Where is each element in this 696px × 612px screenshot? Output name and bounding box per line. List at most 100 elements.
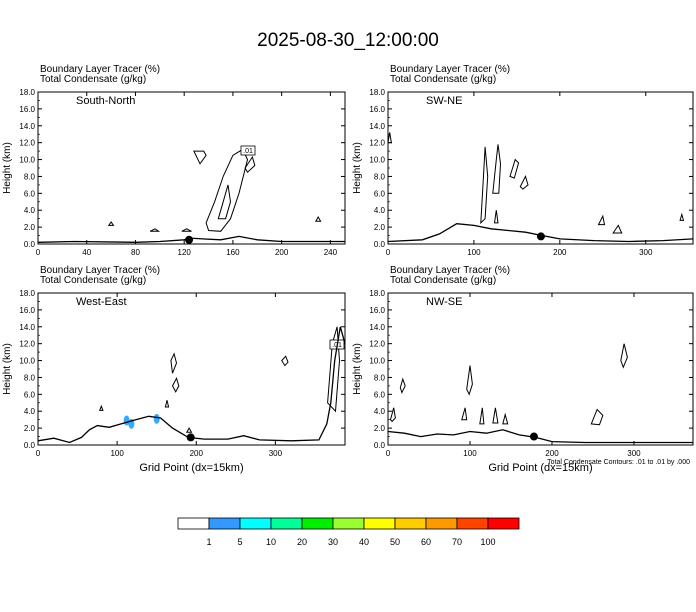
terrain-line: [387, 429, 693, 444]
x-axis-label: Grid Point (dx=15km): [139, 462, 243, 474]
condensate-contour: [281, 355, 289, 367]
terrain-line: [37, 235, 345, 243]
x-tick-label: 0: [386, 449, 391, 458]
colorbar-label: 60: [421, 537, 431, 547]
x-tick-label: 200: [190, 449, 204, 458]
y-tick-label: 0.0: [24, 441, 36, 450]
y-tick-label: 14.0: [19, 122, 35, 131]
panel-label: NW-SE: [426, 296, 462, 308]
condensate-contour: [492, 144, 502, 194]
colorbar-label: 20: [297, 537, 307, 547]
y-tick-label: 14.0: [369, 323, 385, 332]
x-tick-label: 0: [386, 248, 391, 257]
x-tick-label: 300: [269, 449, 283, 458]
y-tick-label: 14.0: [369, 122, 385, 131]
y-tick-label: 2.0: [24, 223, 36, 232]
terrain-line: [37, 326, 346, 444]
condensate-contour: [597, 214, 606, 226]
y-tick-label: 16.0: [19, 105, 35, 114]
plot-frame: [387, 91, 694, 245]
location-marker: [536, 232, 545, 241]
colorbar-label: 10: [266, 537, 276, 547]
terrain-line: [387, 223, 694, 243]
panel-header-line1: Boundary Layer Tracer (%): [40, 64, 160, 75]
colorbar-swatch: [177, 517, 210, 530]
y-tick-label: 0.0: [24, 240, 36, 249]
condensate-contour: [98, 404, 104, 411]
y-tick-label: 10.0: [19, 156, 35, 165]
condensate-contour: [679, 212, 685, 221]
colorbar-label: 100: [480, 537, 495, 547]
y-tick-label: 18.0: [19, 88, 35, 97]
condensate-contour: [519, 175, 529, 190]
y-tick-label: 2.0: [374, 223, 386, 232]
panel-header-line2: Total Condensate (g/kg): [390, 275, 496, 286]
y-tick-label: 12.0: [19, 340, 35, 349]
condensate-contour: [612, 224, 623, 234]
colorbar-label: 30: [328, 537, 338, 547]
condensate-contour: [479, 407, 485, 425]
x-tick-label: 200: [553, 248, 567, 257]
colorbar-swatch: [301, 517, 334, 530]
condensate-contour: [193, 150, 207, 165]
y-tick-label: 6.0: [24, 189, 36, 198]
y-tick-label: 0.0: [374, 441, 386, 450]
colorbar-swatch: [487, 517, 520, 530]
condensate-contour: [164, 400, 170, 408]
y-tick-label: 2.0: [374, 424, 386, 433]
figure-title: 2025-08-30_12:00:00: [257, 30, 439, 51]
panel-label: West-East: [76, 296, 127, 308]
condensate-contour: [205, 148, 249, 232]
y-tick-label: 4.0: [24, 407, 36, 416]
condensate-contour: [590, 408, 604, 426]
y-axis-label: Height (km): [352, 142, 363, 194]
plot-frame: [37, 91, 346, 245]
condensate-contour: [149, 228, 161, 232]
colorbar-label: 5: [237, 537, 242, 547]
tracer-blob: [153, 413, 160, 424]
colorbar-swatch: [425, 517, 458, 530]
condensate-contour: [461, 407, 468, 421]
panel-label: SW-NE: [426, 95, 462, 107]
colorbar-swatch: [394, 517, 427, 530]
y-axis-label: Height (km): [352, 343, 363, 395]
x-tick-label: 100: [467, 248, 481, 257]
colorbar-swatch: [239, 517, 272, 530]
x-tick-label: 200: [275, 248, 289, 257]
y-tick-label: 0.0: [374, 240, 386, 249]
condensate-contour: [244, 155, 256, 173]
x-tick-label: 120: [178, 248, 192, 257]
x-tick-label: 240: [324, 248, 338, 257]
y-tick-label: 18.0: [369, 88, 385, 97]
y-tick-label: 18.0: [369, 289, 385, 298]
colorbar-swatch: [208, 517, 241, 530]
condensate-contour: [502, 412, 509, 425]
panel-header-line1: Boundary Layer Tracer (%): [40, 265, 160, 276]
condensate-contour: [217, 184, 232, 220]
colorbar-swatch: [270, 517, 303, 530]
condensate-contour: [107, 221, 115, 226]
condensate-contour: [399, 377, 406, 394]
x-tick-label: 0: [36, 449, 41, 458]
panel-header-line1: Boundary Layer Tracer (%): [390, 265, 510, 276]
x-tick-label: 300: [639, 248, 653, 257]
y-tick-label: 16.0: [19, 306, 35, 315]
condensate-contour: [509, 158, 520, 179]
y-tick-label: 4.0: [24, 206, 36, 215]
panel-header-line1: Boundary Layer Tracer (%): [390, 64, 510, 75]
y-tick-label: 12.0: [19, 139, 35, 148]
colorbar-swatch: [332, 517, 365, 530]
y-tick-label: 12.0: [369, 340, 385, 349]
x-tick-label: 100: [463, 449, 477, 458]
x-tick-label: 80: [131, 248, 140, 257]
y-tick-label: 10.0: [19, 357, 35, 366]
contour-label: .01: [243, 148, 253, 155]
y-tick-label: 6.0: [24, 390, 36, 399]
panel-label: South-North: [76, 95, 135, 107]
condensate-contour: [387, 132, 392, 144]
location-marker: [529, 432, 538, 441]
condensate-contour: [492, 407, 499, 424]
condensate-contour: [171, 376, 180, 393]
colorbar-label: 50: [390, 537, 400, 547]
